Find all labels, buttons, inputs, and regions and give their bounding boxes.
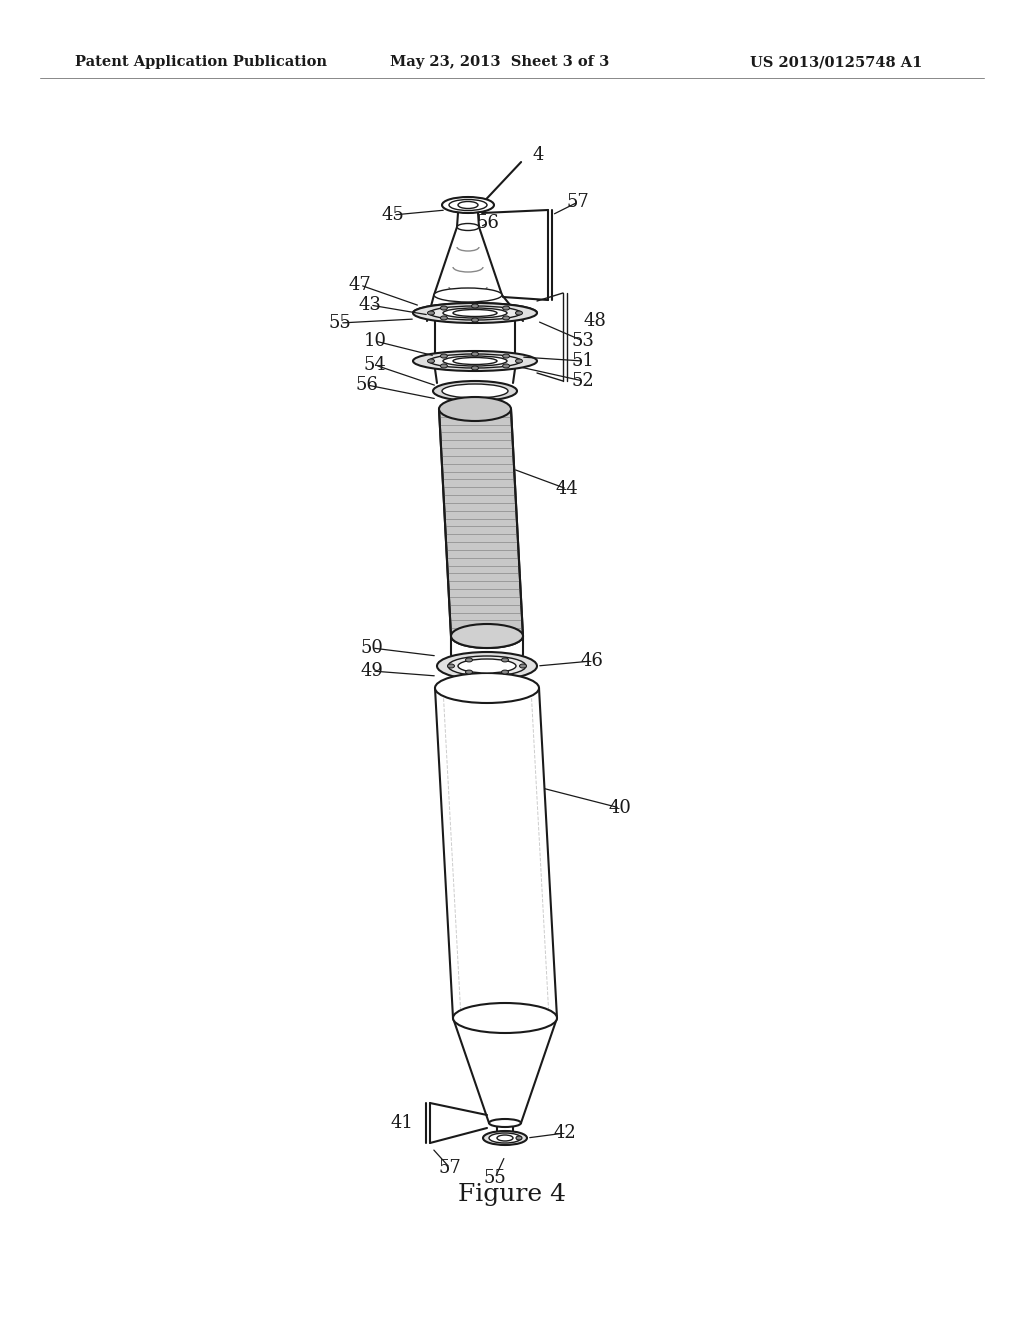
Text: 52: 52: [571, 372, 594, 389]
Ellipse shape: [503, 315, 510, 319]
Ellipse shape: [449, 199, 487, 210]
Text: 44: 44: [556, 480, 579, 498]
Text: 42: 42: [554, 1125, 577, 1142]
Ellipse shape: [440, 306, 447, 310]
Text: 4: 4: [532, 147, 544, 164]
Ellipse shape: [443, 308, 507, 318]
Ellipse shape: [434, 288, 502, 302]
Ellipse shape: [471, 352, 478, 356]
Text: 50: 50: [360, 639, 383, 657]
Ellipse shape: [519, 664, 526, 668]
Ellipse shape: [440, 354, 447, 358]
Text: 57: 57: [438, 1159, 462, 1177]
Text: 51: 51: [571, 352, 595, 370]
Text: 43: 43: [358, 296, 381, 314]
Text: 53: 53: [571, 333, 595, 350]
Text: US 2013/0125748 A1: US 2013/0125748 A1: [750, 55, 923, 69]
Text: 40: 40: [608, 799, 632, 817]
Ellipse shape: [457, 223, 479, 231]
Ellipse shape: [435, 673, 539, 704]
Text: 57: 57: [566, 193, 590, 211]
Ellipse shape: [451, 624, 523, 648]
Ellipse shape: [442, 197, 494, 213]
Ellipse shape: [503, 306, 510, 310]
Ellipse shape: [413, 351, 537, 371]
Text: 45: 45: [382, 206, 404, 224]
Text: 47: 47: [348, 276, 372, 294]
Ellipse shape: [429, 354, 521, 368]
Ellipse shape: [447, 664, 455, 668]
Text: 48: 48: [584, 312, 606, 330]
Ellipse shape: [429, 306, 521, 319]
Ellipse shape: [489, 1119, 521, 1127]
Ellipse shape: [502, 657, 509, 661]
Ellipse shape: [440, 364, 447, 368]
Text: 55: 55: [329, 314, 351, 333]
Ellipse shape: [458, 659, 516, 673]
Ellipse shape: [471, 304, 478, 308]
Ellipse shape: [471, 366, 478, 370]
Polygon shape: [435, 688, 557, 1018]
Text: Figure 4: Figure 4: [458, 1184, 566, 1206]
Text: 49: 49: [360, 663, 383, 680]
Ellipse shape: [427, 312, 434, 315]
Ellipse shape: [515, 359, 522, 363]
Text: 46: 46: [581, 652, 603, 671]
Text: 56: 56: [476, 214, 500, 232]
Ellipse shape: [466, 657, 472, 661]
Ellipse shape: [442, 384, 508, 399]
Ellipse shape: [502, 671, 509, 675]
Text: Patent Application Publication: Patent Application Publication: [75, 55, 327, 69]
Ellipse shape: [413, 304, 537, 323]
Ellipse shape: [449, 656, 526, 676]
Ellipse shape: [466, 671, 472, 675]
Polygon shape: [439, 409, 523, 636]
Text: May 23, 2013  Sheet 3 of 3: May 23, 2013 Sheet 3 of 3: [390, 55, 609, 69]
Text: 56: 56: [355, 376, 379, 393]
Ellipse shape: [427, 359, 434, 363]
Text: 54: 54: [364, 356, 386, 374]
Ellipse shape: [503, 364, 510, 368]
Ellipse shape: [439, 397, 511, 421]
Ellipse shape: [437, 652, 537, 680]
Ellipse shape: [489, 1133, 521, 1143]
Text: 55: 55: [483, 1170, 507, 1187]
Ellipse shape: [503, 354, 510, 358]
Text: 10: 10: [364, 333, 386, 350]
Ellipse shape: [516, 1137, 522, 1140]
Ellipse shape: [453, 1003, 557, 1034]
Ellipse shape: [471, 318, 478, 322]
Ellipse shape: [483, 1131, 527, 1144]
Ellipse shape: [440, 315, 447, 319]
Ellipse shape: [433, 381, 517, 401]
Ellipse shape: [515, 312, 522, 315]
Text: 41: 41: [390, 1114, 414, 1133]
Ellipse shape: [443, 356, 507, 366]
